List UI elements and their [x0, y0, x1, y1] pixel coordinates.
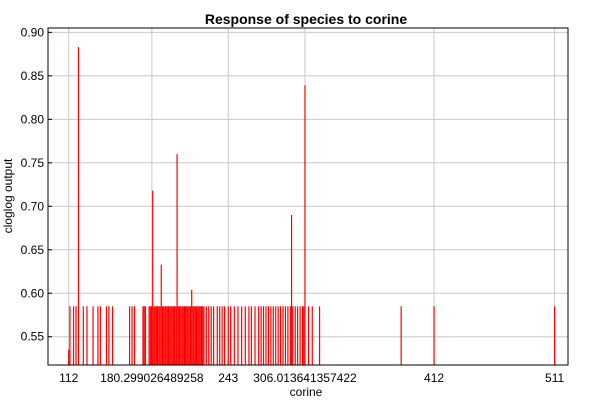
y-tick-labels: 0.55 0.60 0.65 0.70 0.75 0.80 0.85 0.90 — [21, 25, 45, 343]
x-tick-label: 511 — [545, 371, 564, 385]
x-tick-label: 243 — [218, 371, 238, 385]
y-tick-label: 0.90 — [21, 25, 45, 39]
y-tick-label: 0.60 — [21, 286, 45, 300]
y-tick-label: 0.85 — [21, 69, 45, 83]
y-tick-label: 0.80 — [21, 112, 45, 126]
x-tick-label: 306.013641357422 — [253, 371, 357, 385]
x-axis-label: corine — [290, 385, 323, 399]
bars-layer — [68, 47, 556, 365]
x-tick-label: 112 — [59, 371, 78, 385]
y-axis-label: cloglog output — [1, 158, 15, 233]
y-tick-label: 0.65 — [21, 243, 45, 257]
y-tick-label: 0.55 — [21, 330, 45, 344]
x-tick-labels: 112 180.299026489258 243 306.013641357422 41… — [59, 371, 564, 385]
y-tick-label: 0.75 — [21, 156, 45, 170]
y-tick-label: 0.70 — [21, 199, 45, 213]
x-tick-label: 412 — [424, 371, 444, 385]
plot-frame — [47, 27, 569, 366]
x-tick-label: 180.299026489258 — [100, 371, 204, 385]
chart-title: Response of species to corine — [205, 11, 407, 27]
